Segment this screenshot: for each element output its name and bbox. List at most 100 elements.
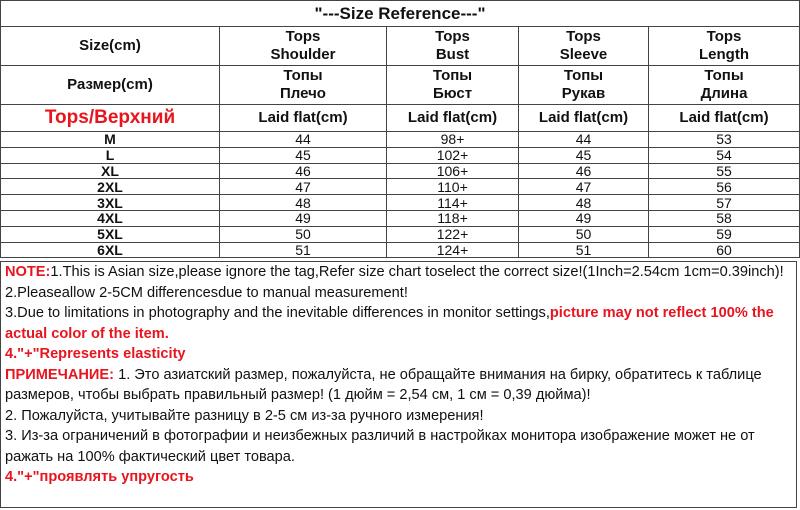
data-row: 4XL 49 118+ 49 58 [0, 209, 800, 227]
size-label: 3XL [0, 194, 220, 211]
header-cell: Laid flat(cm) [647, 104, 800, 132]
header-cell: Топы Бюст [386, 65, 519, 105]
header-text: Tops [706, 28, 742, 45]
note: 4."+"Represents elasticity [5, 344, 796, 365]
header-row: Tops/Верхний Laid flat(cm) Laid flat(cm) La… [0, 104, 800, 132]
cell: 60 [647, 241, 800, 259]
cell: 106+ [386, 162, 519, 180]
header-text: Laid flat(cm) [407, 109, 498, 126]
row-label: Размер(cm) [0, 65, 220, 105]
cell: 44 [518, 131, 649, 148]
row-label: Tops/Верхний [0, 104, 220, 132]
header-text: Топы [283, 67, 323, 84]
cell: 45 [219, 146, 387, 164]
header-text: Bust [435, 46, 470, 63]
data-row: 6XL 51 124+ 51 60 [0, 241, 800, 259]
cell: 54 [647, 146, 800, 164]
notes: NOTE:1.This is Asian size,please ignore … [0, 261, 797, 508]
size-label: 2XL [0, 178, 220, 196]
header-text: Laid flat(cm) [679, 109, 769, 126]
header-text: Laid flat(cm) [538, 109, 629, 126]
note: 2. Пожалуйста, учитывайте разницу в 2-5 … [5, 406, 796, 427]
title: "---Size Reference---" [0, 0, 800, 27]
header-cell: Топы Длина [647, 65, 800, 105]
header-cell: Топы Рукав [518, 65, 649, 105]
size-label: 6XL [0, 241, 220, 259]
cell: 110+ [386, 178, 519, 196]
cell: 46 [219, 162, 387, 180]
size-table: "---Size Reference---" Size(cm) Tops Shoul… [0, 0, 800, 259]
cell: 59 [647, 225, 800, 243]
header-text: Рукав [561, 85, 606, 102]
cell: 47 [219, 178, 387, 196]
header-cell: Топы Плечо [219, 65, 387, 105]
header-row: Размер(cm) Топы Плечо Топы Бюст Топы Рукав Топы… [0, 65, 800, 105]
cell: 50 [219, 225, 387, 243]
cell: 122+ [386, 225, 519, 243]
header-text: Длина [700, 85, 748, 102]
header-text: Tops [566, 28, 601, 45]
cell: 56 [647, 178, 800, 196]
cell: 44 [219, 131, 387, 148]
header-text: Length [699, 46, 749, 63]
cell: 49 [219, 209, 387, 227]
size-label: L [0, 146, 220, 164]
note: 2.Pleaseallow 2-5CM differencesdue to ma… [5, 283, 796, 304]
cell: 57 [647, 194, 800, 211]
header-text: Laid flat(cm) [258, 109, 348, 126]
cell: 55 [647, 162, 800, 180]
cell: 48 [219, 194, 387, 211]
header-cell: Tops Length [647, 26, 800, 66]
note: ПРИМЕЧАНИЕ: 1. Это азиатский размер, пож… [5, 365, 796, 406]
size-label: XL [0, 162, 220, 180]
header-text: Топы [704, 67, 744, 84]
header-cell: Laid flat(cm) [219, 104, 387, 132]
header-cell: Laid flat(cm) [518, 104, 649, 132]
header-text: Sleeve [559, 46, 608, 63]
cell: 51 [219, 241, 387, 259]
header-text: Топы [563, 67, 604, 84]
cell: 114+ [386, 194, 519, 211]
note-text: 1.This is Asian size,please ignore the t… [50, 264, 784, 280]
cell: 46 [518, 162, 649, 180]
note-label: ПРИМЕЧАНИЕ: [5, 366, 115, 383]
note-text: 1. Это азиатский размер, пожалуйста, не … [5, 366, 762, 404]
note-text: 3.Due to limitations in photography and … [5, 305, 550, 321]
header-cell: Laid flat(cm) [386, 104, 519, 132]
header-text: Tops [435, 28, 470, 45]
data-row: M 44 98+ 44 53 [0, 131, 800, 148]
data-row: 5XL 50 122+ 50 59 [0, 225, 800, 243]
size-label: 5XL [0, 225, 220, 243]
header-text: Shoulder [270, 46, 336, 63]
cell: 49 [518, 209, 649, 227]
data-row: L 45 102+ 45 54 [0, 146, 800, 164]
cell: 51 [518, 241, 649, 259]
header-text: Бюст [432, 85, 473, 102]
note: NOTE:1.This is Asian size,please ignore … [5, 262, 796, 283]
header-cell: Tops Shoulder [219, 26, 387, 66]
note-highlight: 4."+"проявлять упругость [5, 469, 194, 485]
data-row: XL 46 106+ 46 55 [0, 162, 800, 180]
header-text: Топы [432, 67, 473, 84]
note-text: 3. Из-за ограничений в фотографии и неиз… [5, 428, 755, 465]
size-label: 4XL [0, 209, 220, 227]
note-highlight: picture may not reflect 100% the actual … [5, 305, 774, 342]
note: 3. Из-за ограничений в фотографии и неиз… [5, 426, 796, 467]
cell: 118+ [386, 209, 519, 227]
header-text: Tops [285, 28, 321, 45]
cell: 58 [647, 209, 800, 227]
row-label: Size(cm) [0, 26, 220, 66]
header-text: Плечо [280, 85, 326, 102]
note-text: 2. Пожалуйста, учитывайте разницу в 2-5 … [5, 407, 484, 424]
note-highlight: 4."+"Represents elasticity [5, 346, 186, 362]
cell: 45 [518, 146, 649, 164]
cell: 53 [647, 131, 800, 148]
note-text: 2.Pleaseallow 2-5CM differencesdue to ma… [5, 284, 408, 301]
header-cell: Tops Bust [386, 26, 519, 66]
data-row: 2XL 47 110+ 47 56 [0, 178, 800, 196]
cell: 48 [518, 194, 649, 211]
note: 3.Due to limitations in photography and … [5, 303, 796, 344]
cell: 98+ [386, 131, 519, 148]
note: 4."+"проявлять упругость [5, 467, 796, 488]
